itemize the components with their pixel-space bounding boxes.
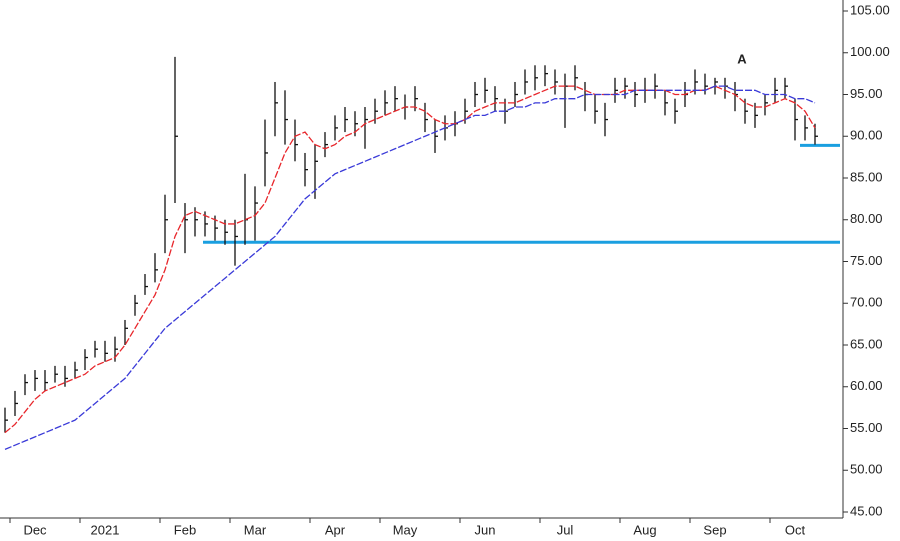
y-tick-label: 95.00 [850, 86, 883, 101]
y-tick-label: 55.00 [850, 420, 883, 435]
x-tick-label: Jun [475, 522, 496, 537]
x-tick-label: May [393, 522, 418, 537]
y-tick-label: 75.00 [850, 253, 883, 268]
x-tick-label: Feb [174, 522, 196, 537]
x-tick-label: Apr [325, 522, 346, 537]
y-tick-label: 45.00 [850, 503, 883, 518]
y-tick-label: 70.00 [850, 295, 883, 310]
x-tick-label: 2021 [91, 522, 120, 537]
moving-average [4, 85, 816, 434]
x-tick-label: Mar [244, 522, 267, 537]
x-tick-label: Sep [703, 522, 726, 537]
x-tick-label: Dec [23, 522, 47, 537]
y-tick-label: 85.00 [850, 169, 883, 184]
y-tick-label: 80.00 [850, 211, 883, 226]
y-tick-label: 100.00 [850, 44, 890, 59]
x-tick-label: Jul [557, 522, 574, 537]
moving-average [4, 85, 816, 450]
y-tick-label: 105.00 [850, 2, 890, 17]
y-tick-label: 90.00 [850, 128, 883, 143]
x-tick-label: Aug [633, 522, 656, 537]
y-tick-label: 65.00 [850, 336, 883, 351]
annotation: A [737, 51, 747, 66]
y-tick-label: 60.00 [850, 378, 883, 393]
y-tick-label: 50.00 [850, 462, 883, 477]
x-tick-label: Oct [785, 522, 806, 537]
